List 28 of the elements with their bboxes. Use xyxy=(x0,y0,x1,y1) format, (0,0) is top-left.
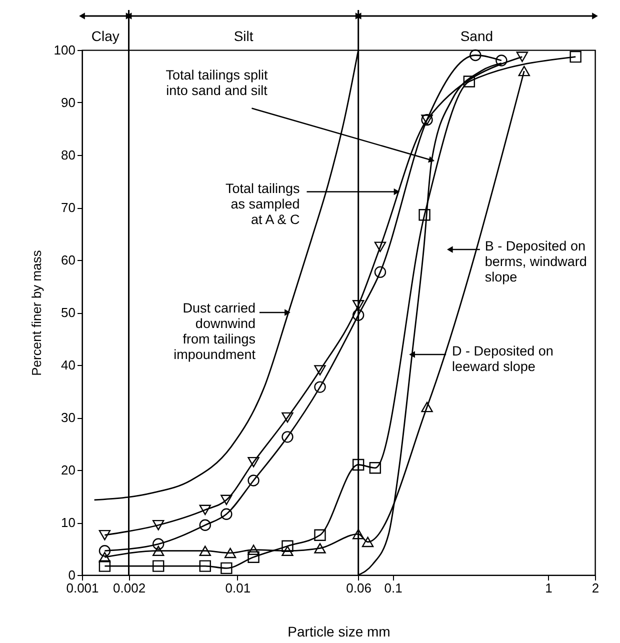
annotation: Total tailings split into sand and silt xyxy=(166,67,268,98)
y-tick-label: 90 xyxy=(61,95,76,110)
x-tick-label: 0.01 xyxy=(225,580,251,596)
y-tick-label: 0 xyxy=(68,568,76,582)
y-tick-label: 30 xyxy=(61,410,76,425)
annotation: D - Deposited on leeward slope xyxy=(452,344,554,374)
x-tick-label: 0.06 xyxy=(346,580,372,596)
annotation: Dust carried downwind from tailings impoundment xyxy=(174,300,256,362)
y-tick-label: 40 xyxy=(61,358,76,372)
annotation: B - Deposited on berms, windward slope xyxy=(484,238,587,284)
text: Sand xyxy=(460,28,494,44)
y-tick-label: 80 xyxy=(61,148,76,162)
x-axis-title: Particle size mm xyxy=(288,624,390,640)
y-tick-label: 50 xyxy=(61,305,76,320)
text: Clay xyxy=(91,28,120,44)
x-tick-label: 0.1 xyxy=(384,580,402,596)
y-axis-title: Percent finer by mass xyxy=(28,250,44,376)
x-tick-label: 1 xyxy=(545,580,552,596)
y-tick-label: 10 xyxy=(61,515,76,530)
x-tick-label: 0.001 xyxy=(66,580,99,596)
y-tick-label: 60 xyxy=(61,252,76,268)
annotation: Total tailings as sampled at A & C xyxy=(225,180,300,227)
y-tick-label: 70 xyxy=(61,200,76,215)
y-tick-label: 20 xyxy=(61,462,76,478)
x-tick-label: 0.002 xyxy=(113,580,146,596)
y-tick-label: 100 xyxy=(54,42,76,58)
x-tick-label: 2 xyxy=(592,580,600,596)
text: Silt xyxy=(234,28,254,44)
